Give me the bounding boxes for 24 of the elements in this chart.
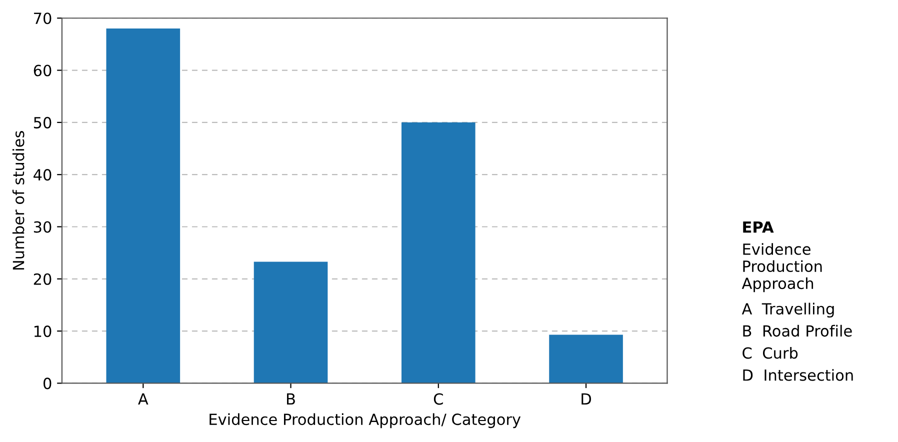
bar [401, 122, 476, 384]
x-tick-label: B [287, 393, 295, 405]
text: D Intersection [743, 369, 853, 381]
y-tick-label: 70 [34, 12, 52, 24]
y-axis-title: Number of studies [12, 131, 24, 270]
x-tick-label: D [582, 393, 591, 405]
text: B Road Profile [743, 324, 852, 337]
y-tick-label: 40 [34, 169, 52, 181]
y-tick-label: 20 [34, 273, 52, 285]
y-tick-label: 10 [34, 326, 52, 338]
x-tick-label: C [434, 393, 443, 405]
y-tick-label: 0 [44, 378, 52, 390]
x-tick-label: A [138, 393, 148, 405]
y-tick-label: 50 [34, 116, 52, 128]
text: EPA [743, 221, 774, 233]
text: A Travelling [742, 302, 834, 318]
text: C Curb [742, 346, 798, 359]
bar [254, 262, 328, 384]
bar [549, 334, 623, 384]
x-axis-title: Evidence Production Approach/ Category [210, 413, 521, 428]
bar [106, 28, 180, 384]
text: Evidence Production Approach [742, 243, 822, 292]
y-tick-label: 30 [34, 221, 52, 233]
y-tick-label: 60 [34, 64, 52, 76]
